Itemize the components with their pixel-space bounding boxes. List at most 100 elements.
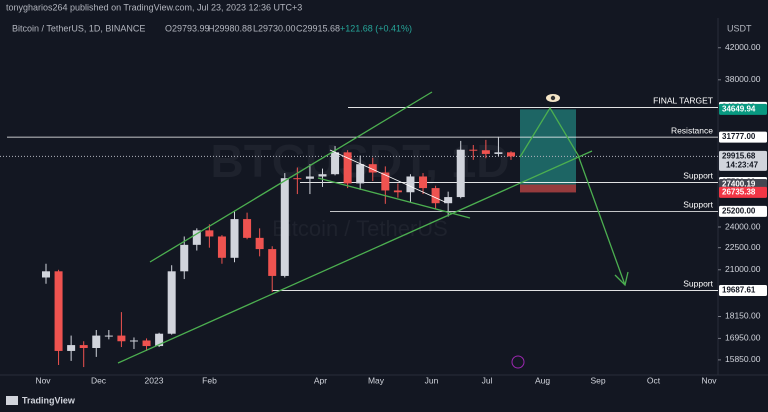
price-badge (719, 150, 767, 171)
candle-body (507, 152, 515, 157)
price-badge-label: 19687.61 (722, 286, 756, 295)
level-label: Support (683, 279, 713, 289)
change: +121.68 (+0.41%) (340, 23, 412, 33)
target-zone (520, 109, 576, 185)
candle-body (180, 244, 189, 272)
candle-body (155, 333, 164, 347)
close: C29915.68 (296, 23, 340, 33)
x-tick-label: Sep (590, 375, 605, 385)
candle-body (243, 219, 252, 238)
price-badge (719, 131, 767, 143)
x-tick-label: Feb (202, 375, 217, 385)
x-tick-label: Oct (647, 375, 661, 385)
x-tick-label: May (368, 375, 385, 385)
candle-body (381, 172, 390, 191)
open: O29793.99 (165, 23, 210, 33)
level-label: FINAL TARGET (653, 96, 713, 106)
y-tick-label: 15850.00 (725, 354, 761, 364)
candle-body (456, 149, 465, 198)
plot: 42000.00 38000.00 24000.00 22500.00 21000.00… (0, 42, 761, 385)
event-icon (511, 355, 525, 369)
high: H29980.88 (208, 23, 252, 33)
low: L29730.00 (253, 23, 296, 33)
candle-body (318, 174, 327, 177)
candle-body (419, 176, 428, 189)
candle-body (230, 219, 239, 258)
countdown: 14:23:47 (726, 161, 759, 170)
candle-body (255, 237, 264, 250)
candle-body (469, 149, 478, 151)
y-tick-label: 22500.00 (725, 242, 761, 252)
price-badge-label: 31777.00 (722, 132, 756, 141)
x-tick-label: Nov (701, 375, 717, 385)
channel-bottom (117, 150, 593, 364)
eye-pupil (550, 95, 556, 101)
price-badge (719, 205, 767, 217)
y-tick-label: 42000.00 (725, 42, 761, 52)
price-badge (719, 103, 767, 115)
candle-body (431, 188, 440, 204)
candle-body (494, 152, 503, 154)
candle-body (293, 178, 302, 180)
candle-body (331, 152, 340, 175)
price-badge (719, 186, 767, 198)
candle-body (142, 340, 151, 347)
candle-body (343, 152, 352, 184)
candle-body (481, 150, 490, 154)
price-badge-label: 26735.38 (722, 188, 756, 197)
candle-body (42, 271, 50, 278)
flag-line (329, 149, 446, 203)
y-tick-label: 16950.00 (725, 333, 761, 343)
channel-top (149, 91, 433, 263)
candle-body (54, 271, 63, 351)
symbol: Bitcoin / TetherUS, 1D, BINANCE (12, 23, 145, 33)
candle-body (368, 164, 377, 173)
level-label: Support (683, 171, 713, 181)
x-tick-label: Nov (35, 375, 51, 385)
x-tick-label: 2023 (145, 375, 164, 385)
candle-body (305, 176, 314, 179)
flag-line (317, 177, 471, 219)
x-tick-label: Dec (91, 375, 107, 385)
footer: TradingView (22, 395, 76, 405)
candle-body (217, 236, 226, 258)
y-tick-label: 21000.00 (725, 264, 761, 274)
level-label: Support (683, 200, 713, 210)
x-tick-label: Aug (535, 375, 550, 385)
projection (519, 106, 626, 286)
price-badge-label: 29915.68 (722, 152, 756, 161)
candle-body (406, 176, 415, 193)
price-badge (719, 284, 767, 296)
candle-body (104, 335, 113, 337)
publisher: tonygharios264 published on TradingView.… (6, 2, 302, 12)
candle-body (268, 249, 277, 276)
y-tick-label: 24000.00 (725, 221, 761, 231)
flag-upper (329, 149, 446, 203)
price-badge-label: 34649.94 (722, 104, 756, 113)
x-tick-label: Jun (425, 375, 439, 385)
candle-body (444, 197, 453, 204)
candle-body (129, 340, 138, 342)
candle-body (79, 345, 88, 348)
candle-body (356, 164, 365, 184)
level-label: Resistance (671, 125, 713, 135)
candle-body (192, 230, 201, 245)
stop-zone (520, 184, 576, 193)
watermark-name: Bitcoin / TetherUS (272, 216, 448, 241)
candle-body (167, 271, 176, 334)
candle-body (280, 178, 289, 276)
logo (6, 396, 18, 405)
price-badge-label: 27400.19 (722, 180, 756, 189)
candle-body (205, 230, 214, 237)
candle-body (393, 190, 402, 193)
x-tick-label: Jul (482, 375, 493, 385)
y-tick-label: 38000.00 (725, 74, 761, 84)
price-badge-label: 25200.00 (722, 206, 756, 215)
y-tick-label: 18150.00 (725, 311, 761, 321)
x-tick-label: Apr (314, 375, 327, 385)
candle-body (67, 345, 76, 351)
drawings (117, 91, 629, 364)
arrow-head (614, 271, 629, 287)
currency: USDT (727, 23, 752, 33)
